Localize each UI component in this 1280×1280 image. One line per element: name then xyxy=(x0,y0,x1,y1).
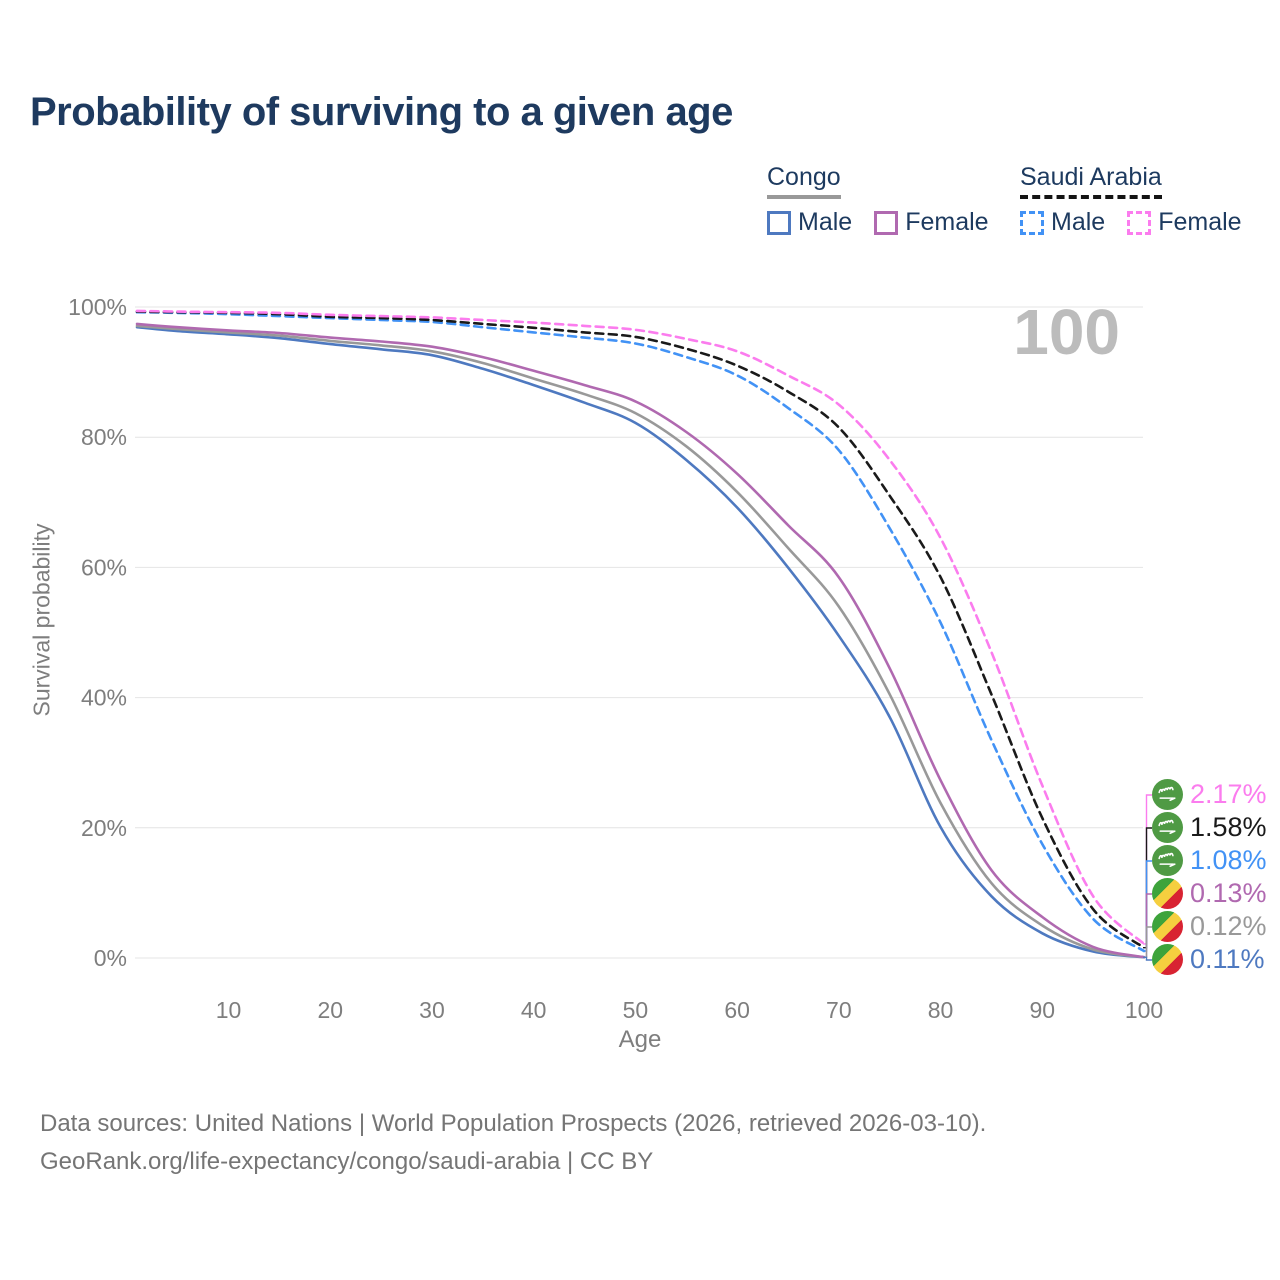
legend-items-congo: Male Female xyxy=(767,208,989,237)
legend-item-congo-female[interactable]: Female xyxy=(874,208,989,237)
end-label-value: 0.11% xyxy=(1190,944,1265,974)
end-label-value: 0.13% xyxy=(1190,878,1267,908)
x-tick-label: 10 xyxy=(216,997,242,1023)
saudi-male-swatch-icon xyxy=(1020,210,1044,235)
series-line-congo-male xyxy=(135,325,1146,959)
x-tick-label: 30 xyxy=(419,997,445,1023)
footer-data-sources: Data sources: United Nations | World Pop… xyxy=(40,1110,987,1137)
y-tick-label: 0% xyxy=(94,945,127,971)
y-tick-label: 20% xyxy=(81,815,127,841)
legend-items-saudi-arabia: Male Female xyxy=(1020,208,1242,237)
end-label-connector xyxy=(1143,926,1152,958)
end-label-row: 0.12% xyxy=(1152,911,1267,942)
x-tick-label: 50 xyxy=(623,997,649,1023)
legend-group-congo: Congo Male Female xyxy=(767,163,989,237)
flag-congo-icon xyxy=(1152,911,1183,942)
end-label-value: 1.08% xyxy=(1190,845,1267,875)
watermark-age-100: 100 xyxy=(1013,296,1120,368)
flag-saudi-arabia-icon xyxy=(1152,812,1183,843)
saudi-script-sword-glyph xyxy=(1158,852,1176,868)
end-label-value: 2.17% xyxy=(1190,779,1267,809)
footer-source-link[interactable]: GeoRank.org/life-expectancy/congo/saudi-… xyxy=(40,1148,654,1175)
series-line-saudi-arabia-male xyxy=(135,310,1146,953)
x-tick-label: 100 xyxy=(1125,997,1163,1023)
legend-group-saudi-arabia: Saudi Arabia Male Female xyxy=(1020,163,1242,237)
end-label-connector xyxy=(1143,827,1152,949)
saudi-script-sword-glyph xyxy=(1158,819,1176,835)
end-label-row: 2.17% xyxy=(1152,779,1267,810)
x-tick-label: 90 xyxy=(1029,997,1055,1023)
x-axis-title: Age xyxy=(618,1026,662,1053)
congo-female-swatch-icon xyxy=(874,210,899,235)
end-label-row: 0.13% xyxy=(1152,878,1267,909)
y-tick-label: 60% xyxy=(81,554,127,580)
legend-item-congo-male[interactable]: Male xyxy=(767,208,852,237)
x-tick-label: 20 xyxy=(317,997,343,1023)
legend-item-label: Male xyxy=(798,208,853,236)
saudi-script-sword-glyph xyxy=(1158,786,1176,802)
y-tick-label: 40% xyxy=(81,685,127,711)
end-label-value: 0.12% xyxy=(1190,911,1267,941)
end-label-connector xyxy=(1143,860,1152,952)
series-line-saudi-arabia-both-sexes xyxy=(135,310,1146,949)
end-label-connector xyxy=(1143,956,1152,961)
flag-congo-icon xyxy=(1152,878,1183,909)
legend-country-congo[interactable]: Congo xyxy=(767,163,841,199)
y-tick-label: 100% xyxy=(68,294,127,320)
end-label-value: 1.58% xyxy=(1190,812,1267,842)
congo-male-swatch-icon xyxy=(767,210,791,235)
legend-item-saudi-male[interactable]: Male xyxy=(1020,208,1105,237)
x-tick-label: 80 xyxy=(928,997,954,1023)
footer: Data sources: United Nations | World Pop… xyxy=(40,1105,986,1181)
x-tick-label: 70 xyxy=(826,997,852,1023)
series-line-congo-both-sexes xyxy=(135,324,1146,959)
end-label-row: 1.08% xyxy=(1152,845,1267,876)
flag-saudi-arabia-icon xyxy=(1152,845,1183,876)
legend-item-label: Female xyxy=(1158,208,1242,236)
flag-saudi-arabia-icon xyxy=(1152,779,1183,810)
series-line-congo-female xyxy=(135,322,1146,959)
end-label-row: 0.11% xyxy=(1152,944,1265,975)
legend-item-label: Male xyxy=(1051,208,1106,236)
x-tick-label: 60 xyxy=(724,997,750,1023)
legend-item-saudi-female[interactable]: Female xyxy=(1127,208,1242,237)
end-label-row: 1.58% xyxy=(1152,812,1267,843)
page-title: Probability of surviving to a given age xyxy=(30,90,733,134)
series-line-saudi-arabia-female xyxy=(135,309,1146,946)
y-tick-label: 80% xyxy=(81,424,127,450)
x-tick-label: 40 xyxy=(521,997,547,1023)
end-label-connector xyxy=(1143,794,1152,945)
legend-country-saudi-arabia[interactable]: Saudi Arabia xyxy=(1020,163,1162,199)
legend-item-label: Female xyxy=(905,208,989,236)
saudi-female-swatch-icon xyxy=(1127,210,1152,235)
flag-congo-icon xyxy=(1152,944,1183,975)
